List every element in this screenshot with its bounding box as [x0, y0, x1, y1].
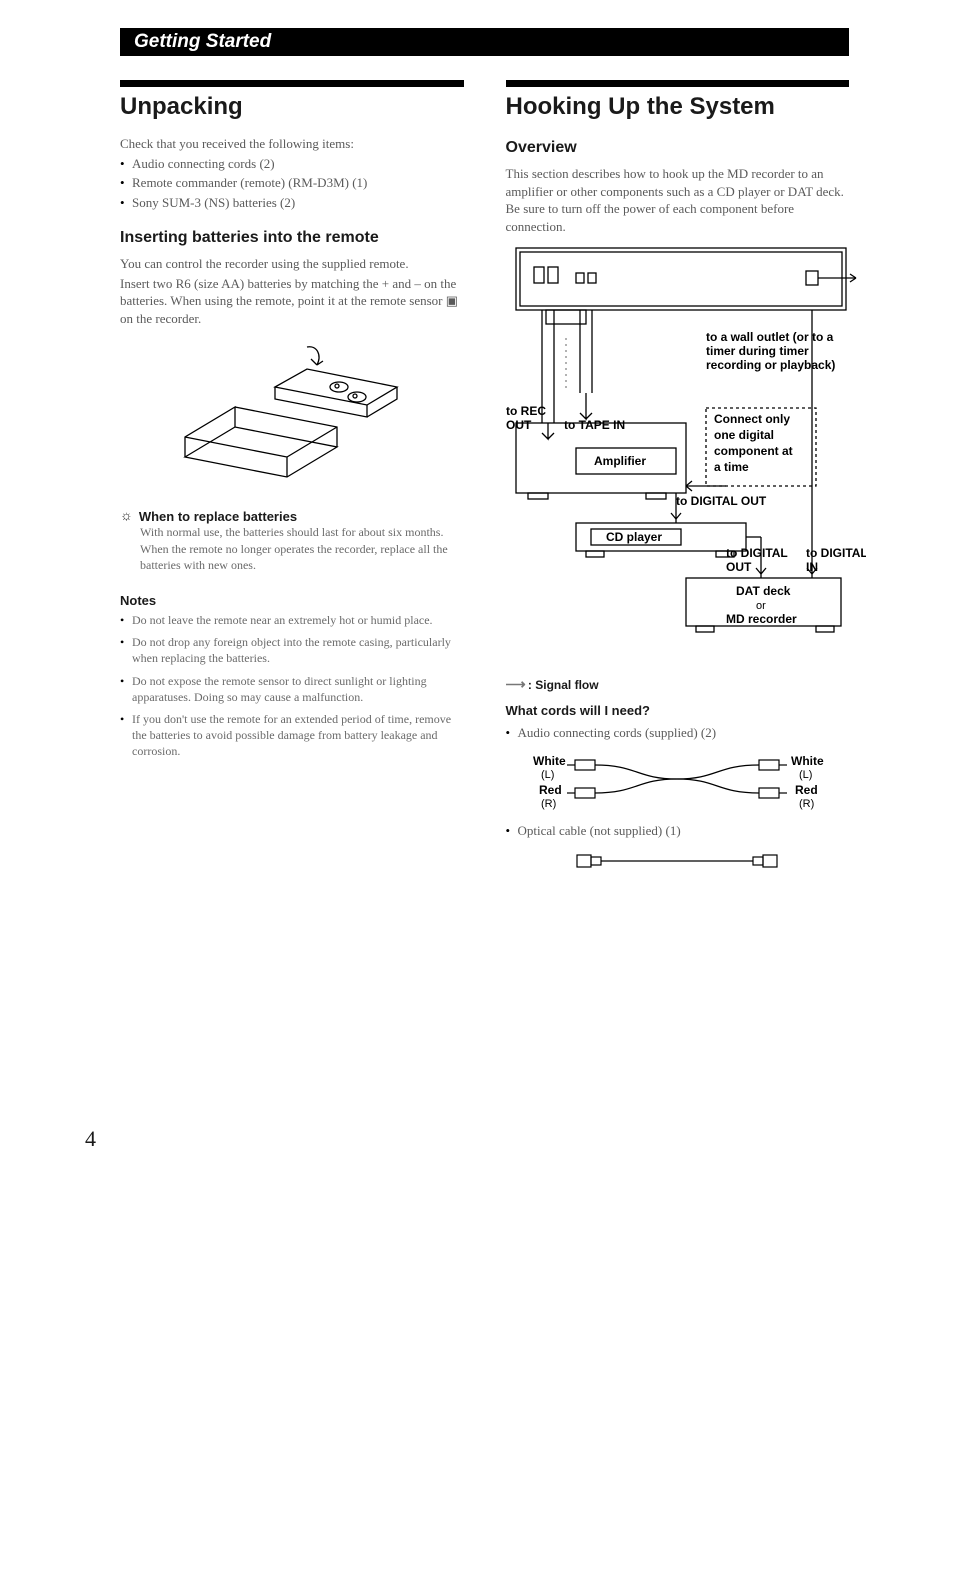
lbl-l-l: (L)	[541, 769, 554, 781]
tip-title: When to replace batteries	[139, 509, 297, 524]
audio-cord-figure: White (L) Red (R) White (L) Red (R)	[527, 752, 827, 814]
lbl-r-l: (R)	[541, 798, 556, 810]
notes-list: Do not leave the remote near an extremel…	[120, 612, 464, 760]
batteries-p2: Insert two R6 (size AA) batteries by mat…	[120, 275, 464, 328]
overview-body: This section describes how to hook up th…	[506, 165, 850, 235]
lbl-dat1: DAT deck	[736, 584, 791, 598]
signal-arrow-icon: ⟶	[506, 676, 525, 692]
lbl-cd: CD player	[606, 530, 662, 544]
unpacking-heading: Unpacking	[120, 93, 464, 121]
battery-figure	[167, 337, 417, 487]
batteries-heading: Inserting batteries into the remote	[120, 229, 464, 247]
hookup-heading: Hooking Up the System	[506, 93, 850, 121]
two-column-layout: Unpacking Check that you received the fo…	[120, 80, 849, 873]
cords-list-2: Optical cable (not supplied) (1)	[506, 822, 850, 840]
signal-flow-text: : Signal flow	[528, 678, 599, 692]
lbl-red-l: Red	[539, 783, 562, 797]
lbl-conn3: component at	[714, 444, 793, 458]
optical-cable-figure	[567, 849, 787, 873]
lbl-outlet3: recording or playback)	[706, 358, 835, 372]
section-rule	[506, 80, 850, 87]
chapter-title: Getting Started	[134, 31, 271, 53]
lbl-conn2: one digital	[714, 428, 774, 442]
lbl-diginb: IN	[806, 560, 818, 574]
note: Do not drop any foreign object into the …	[120, 634, 464, 666]
lbl-recout1: to REC	[506, 404, 546, 418]
batteries-p1: You can control the recorder using the s…	[120, 255, 464, 273]
lbl-digout2b: OUT	[726, 560, 752, 574]
cords-heading: What cords will I need?	[506, 703, 850, 718]
note: Do not expose the remote sensor to direc…	[120, 673, 464, 705]
lbl-dat2: or	[756, 600, 766, 612]
section-rule	[120, 80, 464, 87]
connection-diagram: to a wall outlet (or to a timer during t…	[506, 243, 850, 668]
left-column: Unpacking Check that you received the fo…	[120, 80, 464, 873]
tip-icon: ☼	[120, 510, 133, 524]
unpacking-intro: Check that you received the following it…	[120, 135, 464, 153]
lbl-l-r: (L)	[799, 769, 812, 781]
overview-heading: Overview	[506, 139, 850, 157]
item: Remote commander (remote) (RM-D3M) (1)	[120, 174, 464, 192]
unpacking-items: Audio connecting cords (2) Remote comman…	[120, 155, 464, 212]
lbl-dat3: MD recorder	[726, 612, 797, 626]
signal-flow-legend: ⟶ : Signal flow	[506, 676, 850, 693]
lbl-outlet2: timer during timer	[706, 344, 809, 358]
batteries-body: You can control the recorder using the s…	[120, 255, 464, 327]
cords-list: Audio connecting cords (supplied) (2)	[506, 724, 850, 742]
lbl-r-r: (R)	[799, 798, 814, 810]
lbl-white-r: White	[791, 754, 824, 768]
unpacking-intro-text: Check that you received the following it…	[120, 135, 464, 153]
lbl-conn4: a time	[714, 460, 749, 474]
overview-text: This section describes how to hook up th…	[506, 165, 850, 235]
note: If you don't use the remote for an exten…	[120, 711, 464, 760]
lbl-red-r: Red	[795, 783, 818, 797]
lbl-outlet1: to a wall outlet (or to a	[706, 330, 834, 344]
note: Do not leave the remote near an extremel…	[120, 612, 464, 628]
lbl-recout2: OUT	[506, 418, 532, 432]
right-column: Hooking Up the System Overview This sect…	[506, 80, 850, 873]
notes-heading: Notes	[120, 593, 464, 608]
page-number: 4	[85, 1126, 96, 1152]
lbl-tapein: to TAPE IN	[564, 418, 625, 432]
item: Audio connecting cords (2)	[120, 155, 464, 173]
cord-audio: Audio connecting cords (supplied) (2)	[506, 724, 850, 742]
lbl-digina: to DIGITAL	[806, 546, 866, 560]
lbl-digout: to DIGITAL OUT	[676, 494, 767, 508]
item: Sony SUM-3 (NS) batteries (2)	[120, 194, 464, 212]
lbl-amp: Amplifier	[594, 454, 646, 468]
lbl-white-l: White	[533, 754, 566, 768]
chapter-header: Getting Started	[120, 28, 849, 56]
lbl-digout2a: to DIGITAL	[726, 546, 788, 560]
cord-optical: Optical cable (not supplied) (1)	[506, 822, 850, 840]
lbl-conn1: Connect only	[714, 412, 790, 426]
tip-block: ☼ When to replace batteries	[120, 509, 464, 524]
tip-body: With normal use, the batteries should la…	[140, 524, 464, 573]
